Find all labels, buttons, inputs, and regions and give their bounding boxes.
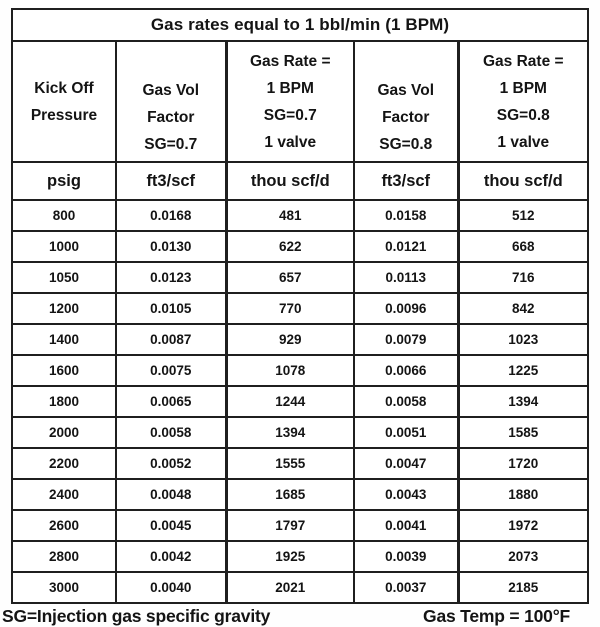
table-row: 1000 0.0130 622 0.0121 668 [11, 230, 590, 263]
table-cell: 1023 [456, 323, 590, 356]
table-cell: 0.0121 [353, 230, 459, 263]
table-row: 2200 0.0052 1555 0.0047 1720 [11, 447, 590, 480]
table-row: 2600 0.0045 1797 0.0041 1972 [11, 509, 590, 542]
table-cell: 716 [456, 261, 590, 294]
table-row: 3000 0.0040 2021 0.0037 2185 [11, 571, 590, 604]
table-cell: 668 [456, 230, 590, 263]
table-cell: 2400 [11, 478, 117, 511]
table-cell: 2021 [224, 571, 355, 604]
table-cell: 657 [224, 261, 355, 294]
table-cell: 929 [224, 323, 355, 356]
table-cell: 0.0158 [353, 199, 459, 232]
column-header-gas-vol-factor-sg07: Gas Vol Factor SG=0.7 [115, 40, 227, 163]
table-cell: 0.0047 [353, 447, 459, 480]
table-cell: 1050 [11, 261, 117, 294]
table-cell: 1394 [456, 385, 590, 418]
table-units-row: psig ft3/scf thou scf/d ft3/scf thou scf… [11, 161, 590, 201]
table-cell: 0.0079 [353, 323, 459, 356]
table-cell: 0.0058 [115, 416, 227, 449]
table-cell: 2185 [456, 571, 590, 604]
table-cell: 0.0087 [115, 323, 227, 356]
table-title-row: Gas rates equal to 1 bbl/min (1 BPM) [10, 8, 590, 42]
table-title: Gas rates equal to 1 bbl/min (1 BPM) [10, 8, 590, 42]
table-cell: 2800 [11, 540, 117, 573]
table-cell: 1400 [11, 323, 117, 356]
table-row: 2400 0.0048 1685 0.0043 1880 [11, 478, 590, 511]
table-cell: 0.0168 [115, 199, 227, 232]
table-cell: 2200 [11, 447, 117, 480]
table-cell: 1394 [224, 416, 355, 449]
table-row: 1200 0.0105 770 0.0096 842 [11, 292, 590, 325]
table-row: 2800 0.0042 1925 0.0039 2073 [11, 540, 590, 573]
table-cell: 0.0051 [353, 416, 459, 449]
table-cell: 842 [456, 292, 590, 325]
table-header-row: Kick Off Pressure Gas Vol Factor SG=0.7 … [11, 40, 590, 163]
table-cell: 800 [11, 199, 117, 232]
table-cell: 0.0123 [115, 261, 227, 294]
table-cell: 1078 [224, 354, 355, 387]
column-header-kickoff-pressure: Kick Off Pressure [11, 40, 117, 163]
table-cell: 1880 [456, 478, 590, 511]
table-cell: 1797 [224, 509, 355, 542]
table-cell: 0.0037 [353, 571, 459, 604]
table-row: 1800 0.0065 1244 0.0058 1394 [11, 385, 590, 418]
table-cell: 0.0043 [353, 478, 459, 511]
table-cell: 1685 [224, 478, 355, 511]
table-cell: 0.0113 [353, 261, 459, 294]
table-cell: 1555 [224, 447, 355, 480]
table-cell: 0.0052 [115, 447, 227, 480]
footer-notes: SG=Injection gas specific gravity Gas Te… [0, 604, 600, 627]
table-row: 1400 0.0087 929 0.0079 1023 [11, 323, 590, 356]
table-cell: 0.0039 [353, 540, 459, 573]
table-cell: 1585 [456, 416, 590, 449]
table-cell: 622 [224, 230, 355, 263]
table-cell: 1800 [11, 385, 117, 418]
table-cell: 2000 [11, 416, 117, 449]
table-cell: 1200 [11, 292, 117, 325]
table-cell: 770 [224, 292, 355, 325]
column-header-gas-rate-sg08: Gas Rate = 1 BPM SG=0.8 1 valve [456, 40, 590, 163]
table-cell: 1225 [456, 354, 590, 387]
table-cell: 0.0058 [353, 385, 459, 418]
column-header-gas-rate-sg07: Gas Rate = 1 BPM SG=0.7 1 valve [224, 40, 355, 163]
table-cell: 1000 [11, 230, 117, 263]
table-cell: 0.0065 [115, 385, 227, 418]
column-header-gas-vol-factor-sg08: Gas Vol Factor SG=0.8 [353, 40, 459, 163]
gas-rates-table: Gas rates equal to 1 bbl/min (1 BPM) Kic… [10, 8, 590, 604]
footer-note-sg-definition: SG=Injection gas specific gravity [2, 606, 271, 626]
table-cell: 1972 [456, 509, 590, 542]
table-cell: 0.0130 [115, 230, 227, 263]
table-row: 1600 0.0075 1078 0.0066 1225 [11, 354, 590, 387]
table-cell: 0.0041 [353, 509, 459, 542]
table-cell: 481 [224, 199, 355, 232]
table-cell: 0.0105 [115, 292, 227, 325]
table-cell: 0.0042 [115, 540, 227, 573]
table-cell: 1244 [224, 385, 355, 418]
table-cell: 0.0075 [115, 354, 227, 387]
table-cell: 0.0048 [115, 478, 227, 511]
unit-cell: psig [11, 161, 117, 201]
table-row: 800 0.0168 481 0.0158 512 [11, 199, 590, 232]
table-cell: 0.0066 [353, 354, 459, 387]
table-cell: 512 [456, 199, 590, 232]
table-cell: 1600 [11, 354, 117, 387]
unit-cell: thou scf/d [224, 161, 355, 201]
table-cell: 1720 [456, 447, 590, 480]
table-cell: 1925 [224, 540, 355, 573]
table-row: 2000 0.0058 1394 0.0051 1585 [11, 416, 590, 449]
unit-cell: ft3/scf [353, 161, 459, 201]
table-cell: 0.0040 [115, 571, 227, 604]
table-row: 1050 0.0123 657 0.0113 716 [11, 261, 590, 294]
unit-cell: thou scf/d [456, 161, 590, 201]
table-cell: 0.0096 [353, 292, 459, 325]
footer-note-gas-temp: Gas Temp = 100°F [423, 606, 570, 626]
unit-cell: ft3/scf [115, 161, 227, 201]
table-cell: 0.0045 [115, 509, 227, 542]
table-cell: 2600 [11, 509, 117, 542]
table-cell: 3000 [11, 571, 117, 604]
table-cell: 2073 [456, 540, 590, 573]
